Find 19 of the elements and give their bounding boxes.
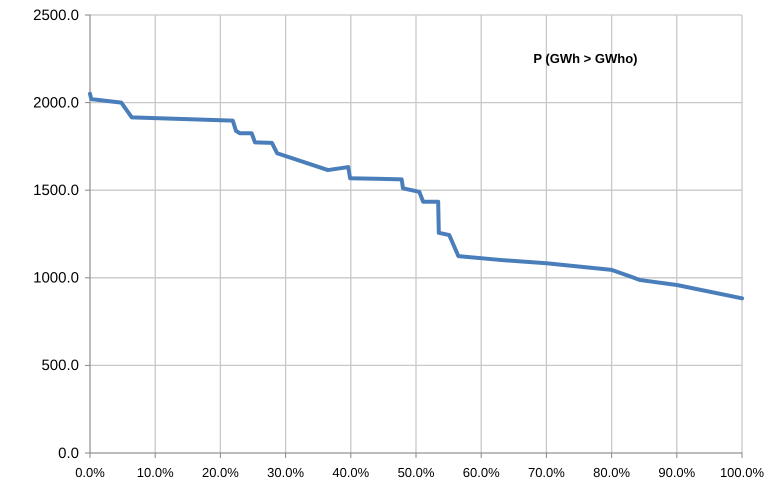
x-tick-label: 0.0% [75,465,106,480]
x-tick-label: 50.0% [398,465,435,480]
x-tick-label: 60.0% [462,465,500,480]
y-tick-label: 2000.0 [33,94,79,112]
x-tick-label: 20.0% [202,465,240,480]
x-tick-label: 100.0% [720,465,764,480]
x-tick-label: 40.0% [332,465,370,480]
y-tick-label: 500.0 [41,357,79,374]
x-tick-label: 30.0% [267,465,304,480]
y-tick-label: 1500.0 [33,182,79,199]
y-tick-label: 1000.0 [33,270,79,287]
x-tick-label: 70.0% [528,465,566,480]
x-tick-label: 10.0% [136,465,174,480]
annotation: P (GWh > GWho) [533,51,638,66]
x-tick-label: 80.0% [593,465,630,480]
line-series [88,92,744,300]
y-tick-label: 2500.0 [33,6,79,24]
x-tick-label: 90.0% [658,465,696,480]
y-tick-label: 0.0 [58,444,79,462]
